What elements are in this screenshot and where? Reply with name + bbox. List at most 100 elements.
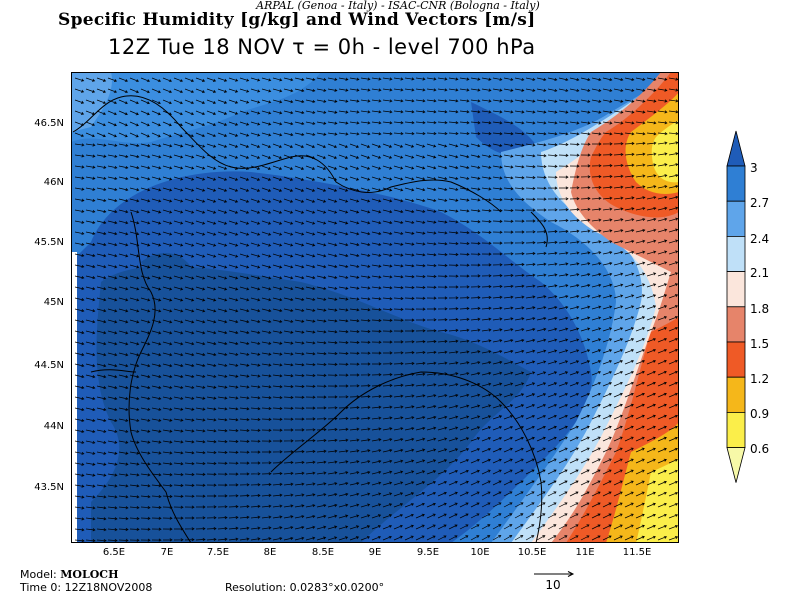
- wind-arrow: [261, 319, 272, 324]
- wind-arrow: [580, 207, 591, 211]
- wind-arrow: [624, 228, 635, 233]
- wind-arrow: [448, 350, 459, 354]
- wind-arrow: [294, 482, 305, 486]
- wind-arrow: [481, 110, 492, 114]
- wind-arrow: [525, 491, 535, 497]
- wind-arrow: [184, 264, 195, 269]
- wind-arrow: [525, 513, 535, 519]
- wind-arrow: [338, 427, 349, 431]
- wind-arrow: [129, 154, 140, 159]
- wind-arrow: [239, 374, 250, 378]
- wind-arrow: [107, 308, 118, 313]
- wind-arrow: [525, 262, 536, 266]
- wind-arrow: [74, 495, 85, 499]
- wind-arrow: [657, 121, 668, 125]
- wind-arrow: [547, 524, 557, 530]
- wind-arrow: [195, 88, 206, 93]
- wind-arrow: [294, 165, 305, 170]
- wind-arrow: [129, 231, 140, 236]
- wind-arrow: [404, 209, 415, 214]
- wind-arrow: [96, 275, 107, 280]
- wind-arrow: [261, 308, 272, 313]
- wind-arrow: [382, 275, 393, 279]
- wind-arrow: [646, 327, 657, 332]
- wind-arrow: [492, 252, 503, 256]
- wind-arrow: [305, 143, 316, 148]
- wind-arrow: [140, 506, 151, 510]
- wind-arrow: [261, 231, 272, 236]
- wind-arrow: [228, 77, 239, 82]
- wind-arrow: [129, 253, 140, 258]
- wind-arrow: [118, 341, 129, 346]
- wind-arrow: [338, 330, 349, 334]
- wind-arrow: [657, 425, 667, 431]
- wind-arrow: [206, 341, 217, 346]
- wind-arrow: [140, 275, 151, 280]
- reference-vector-label: 10: [545, 578, 561, 592]
- wind-arrow: [404, 481, 415, 486]
- wind-arrow: [261, 526, 272, 530]
- wind-arrow: [404, 275, 415, 279]
- wind-arrow: [316, 373, 327, 378]
- wind-arrow: [305, 121, 316, 125]
- wind-arrow: [668, 77, 679, 81]
- wind-arrow: [283, 187, 294, 192]
- wind-arrow: [624, 110, 635, 114]
- wind-arrow: [206, 187, 217, 192]
- wind-arrow: [283, 99, 294, 104]
- wind-arrow: [129, 341, 140, 346]
- wind-arrow: [569, 316, 580, 321]
- wind-arrow: [547, 88, 558, 92]
- wind-arrow: [129, 506, 140, 510]
- wind-arrow: [195, 330, 206, 335]
- wind-arrow: [284, 428, 294, 432]
- wind-arrow: [173, 253, 184, 258]
- wind-arrow: [162, 176, 173, 181]
- wind-arrow: [261, 330, 272, 334]
- wind-arrow: [492, 328, 503, 332]
- wind-arrow: [492, 77, 503, 81]
- wind-arrow: [569, 447, 579, 453]
- wind-arrow: [503, 535, 513, 541]
- wind-arrow: [228, 264, 239, 269]
- wind-arrow: [548, 197, 558, 201]
- wind-arrow: [151, 253, 162, 258]
- wind-arrow: [580, 99, 591, 103]
- wind-arrow: [261, 385, 272, 389]
- wind-arrow: [624, 359, 635, 365]
- wind-arrow: [272, 88, 283, 93]
- wind-arrow: [536, 121, 547, 125]
- wind-arrow: [173, 88, 184, 94]
- wind-arrow: [217, 143, 228, 148]
- wind-arrow: [239, 88, 250, 93]
- wind-arrow: [448, 296, 459, 300]
- wind-arrow: [118, 506, 129, 510]
- wind-arrow: [536, 360, 547, 365]
- wind-arrow: [228, 504, 239, 509]
- wind-arrow: [657, 392, 667, 398]
- wind-arrow: [272, 515, 283, 519]
- wind-arrow: [217, 198, 228, 203]
- wind-arrow: [470, 469, 480, 475]
- wind-arrow: [382, 383, 393, 387]
- wind-arrow: [107, 506, 118, 510]
- wind-arrow: [217, 154, 228, 159]
- wind-arrow: [635, 316, 646, 321]
- wind-arrow: [283, 176, 294, 181]
- wind-arrow: [525, 197, 536, 201]
- wind-arrow: [525, 88, 536, 92]
- wind-arrow: [316, 352, 327, 356]
- wind-arrow: [404, 470, 415, 475]
- wind-arrow: [536, 88, 547, 92]
- wind-arrow: [492, 360, 503, 365]
- wind-arrow: [624, 381, 634, 387]
- wind-arrow: [118, 198, 129, 203]
- wind-arrow: [470, 393, 481, 398]
- wind-arrow: [591, 77, 602, 82]
- wind-arrow: [338, 143, 349, 148]
- wind-arrow: [547, 284, 558, 288]
- wind-arrow: [481, 241, 492, 245]
- wind-arrow: [74, 462, 85, 466]
- wind-arrow: [624, 283, 635, 288]
- wind-arrow: [371, 351, 382, 355]
